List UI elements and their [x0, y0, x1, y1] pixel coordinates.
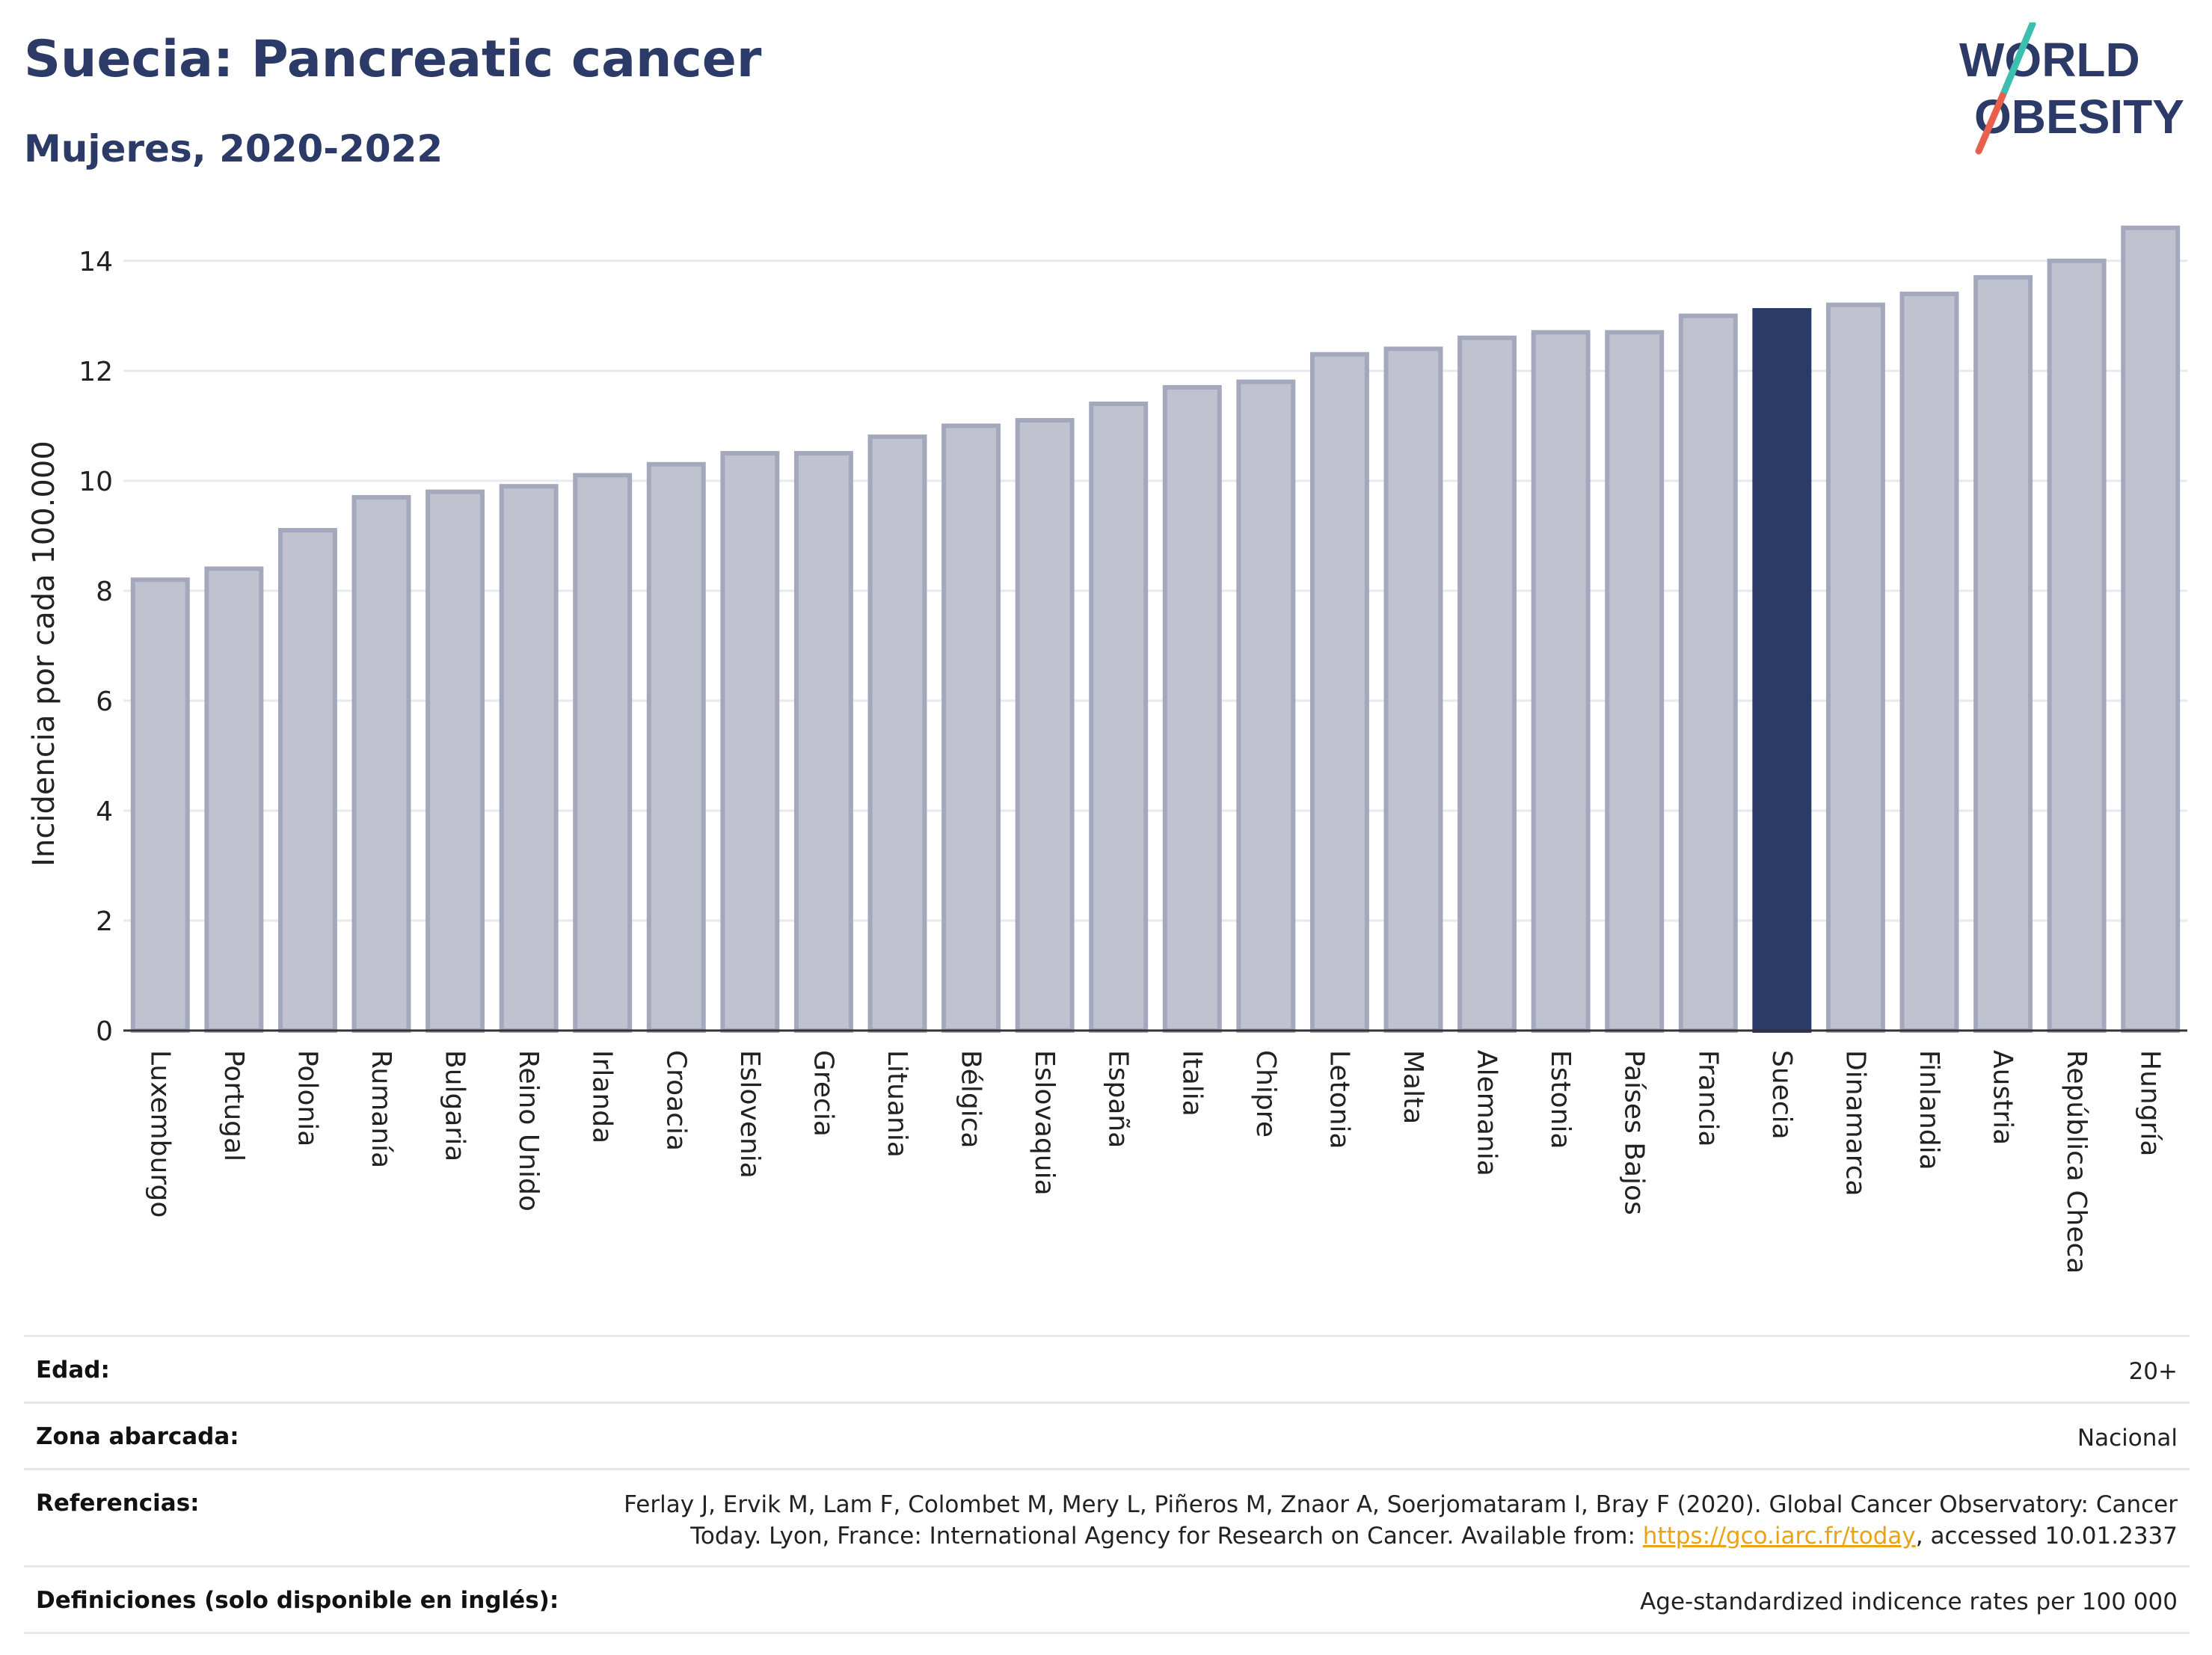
- bar-países-bajos: [1605, 330, 1665, 1034]
- bar-hungría: [2121, 225, 2181, 1033]
- x-tick-label: España: [1103, 1050, 1134, 1148]
- meta-row-area: Zona abarcada: Nacional: [24, 1401, 2190, 1468]
- x-tick-label: Estonia: [1545, 1050, 1576, 1149]
- meta-value: 20+: [2128, 1358, 2178, 1385]
- logo-slash-teal: [1999, 22, 2036, 99]
- x-tick-label: Polonia: [292, 1050, 322, 1146]
- bar-polonia: [277, 528, 337, 1033]
- bar-letonia: [1309, 351, 1369, 1033]
- x-tick-label: Reino Unido: [513, 1050, 544, 1212]
- x-tick-label: Lituania: [882, 1050, 912, 1158]
- bar-chipre: [1236, 379, 1296, 1033]
- x-tick-label: Hungría: [2135, 1050, 2166, 1156]
- bar-italia: [1162, 384, 1222, 1033]
- x-tick-label: Rumanía: [366, 1050, 396, 1168]
- x-tick-label: Chipre: [1250, 1050, 1281, 1137]
- meta-label: Referencias:: [36, 1489, 200, 1517]
- page-subtitle: Mujeres, 2020-2022: [24, 127, 443, 171]
- bar-dinamarca: [1825, 302, 1885, 1033]
- x-tick-label: Letonia: [1324, 1050, 1354, 1149]
- x-tick-label: Luxemburgo: [144, 1050, 175, 1218]
- meta-row-definitions: Definiciones (solo disponible en inglés)…: [24, 1565, 2190, 1635]
- y-axis-label: Incidencia por cada 100.000: [27, 440, 61, 867]
- bar-bélgica: [941, 423, 1001, 1033]
- x-tick-label: Malta: [1398, 1050, 1428, 1124]
- logo-line1: WORLD: [1959, 33, 2140, 87]
- x-tick-label: Alemania: [1472, 1050, 1502, 1176]
- y-tick-label: 8: [96, 577, 113, 607]
- y-tick-label: 14: [79, 247, 113, 277]
- reference-text: Ferlay J, Ervik M, Lam F, Colombet M, Me…: [624, 1490, 2178, 1550]
- x-tick-label: Finlandia: [1914, 1050, 1944, 1170]
- y-tick-label: 10: [79, 467, 113, 497]
- logo-slash-coral: [1975, 92, 2006, 155]
- meta-label: Definiciones (solo disponible en inglés)…: [36, 1587, 559, 1615]
- x-tick-label: Eslovenia: [734, 1050, 765, 1179]
- x-tick-label: Irlanda: [587, 1050, 618, 1143]
- bar-suecia: [1752, 307, 1812, 1033]
- y-tick-label: 12: [79, 357, 113, 387]
- logo-line2: OBESITY: [1974, 90, 2184, 144]
- bar-austria: [1973, 274, 2033, 1033]
- bar-eslovaquia: [1015, 418, 1075, 1033]
- bar-croacia: [646, 461, 706, 1033]
- x-tick-label: Croacia: [660, 1050, 691, 1151]
- x-tick-label: Portugal: [218, 1050, 249, 1161]
- x-tick-label: Austria: [1988, 1050, 2018, 1145]
- meta-label: Zona abarcada:: [36, 1422, 239, 1450]
- bars: [130, 225, 2181, 1034]
- bar-portugal: [204, 566, 264, 1033]
- y-tick-label: 0: [96, 1016, 113, 1047]
- x-tick-label: Bélgica: [956, 1050, 986, 1149]
- y-tick-label: 4: [96, 796, 113, 827]
- bar-república-checa: [2047, 258, 2107, 1034]
- bar-alemania: [1457, 335, 1517, 1033]
- bar-lituania: [867, 435, 927, 1033]
- x-tick-label: Francia: [1692, 1050, 1723, 1147]
- x-tick-label: República Checa: [2061, 1050, 2092, 1274]
- bar-bulgaria: [425, 489, 485, 1033]
- y-tick-label: 2: [96, 906, 113, 937]
- bar-grecia: [793, 451, 853, 1033]
- bar-españa: [1089, 401, 1149, 1033]
- meta-row-references: Referencias: Ferlay J, Ervik M, Lam F, C…: [24, 1467, 2190, 1566]
- x-axis-labels: Luxemburgo Portugal Polonia Rumanía Bulgaria…: [144, 1050, 2165, 1274]
- reference-accessed: , accessed 10.01.2337: [1915, 1522, 2178, 1550]
- bar-finlandia: [1899, 291, 1959, 1033]
- bar-reino-unido: [499, 484, 559, 1033]
- bar-eslovenia: [720, 451, 780, 1033]
- y-tick-label: 6: [96, 687, 113, 717]
- bar-rumanía: [351, 494, 411, 1033]
- meta-row-age: Edad: 20+: [24, 1335, 2190, 1401]
- bar-estonia: [1531, 330, 1591, 1034]
- bar-irlanda: [573, 473, 633, 1033]
- bar-chart: 0 2 4 6 8 10 12 14 Luxemburgo Portugal Polonia Rum…: [27, 225, 2187, 1274]
- meta-value: Ferlay J, Ervik M, Lam F, Colombet M, Me…: [607, 1490, 2178, 1553]
- metadata-table: Edad: 20+ Zona abarcada: Nacional Refere…: [24, 1335, 2190, 1635]
- meta-value: Nacional: [2077, 1424, 2178, 1452]
- page-title: Suecia: Pancreatic cancer: [24, 30, 762, 89]
- reference-link[interactable]: https://gco.iarc.fr/today: [1642, 1522, 1916, 1550]
- x-tick-label: Italia: [1176, 1050, 1207, 1117]
- bar-luxemburgo: [130, 577, 190, 1033]
- x-tick-label: Suecia: [1766, 1050, 1797, 1140]
- meta-label: Edad:: [36, 1357, 110, 1384]
- x-tick-label: Países Bajos: [1619, 1050, 1650, 1215]
- x-tick-label: Dinamarca: [1840, 1050, 1870, 1197]
- y-axis-ticks: 0 2 4 6 8 10 12 14: [79, 247, 113, 1047]
- world-obesity-logo: WORLD OBESITY: [1959, 22, 2184, 155]
- meta-value: Age-standardized indicence rates per 100…: [1640, 1588, 2178, 1616]
- x-tick-label: Grecia: [808, 1050, 838, 1137]
- bar-francia: [1678, 313, 1738, 1033]
- x-tick-label: Eslovaquia: [1029, 1050, 1060, 1196]
- bar-malta: [1383, 346, 1443, 1033]
- x-tick-label: Bulgaria: [440, 1050, 470, 1161]
